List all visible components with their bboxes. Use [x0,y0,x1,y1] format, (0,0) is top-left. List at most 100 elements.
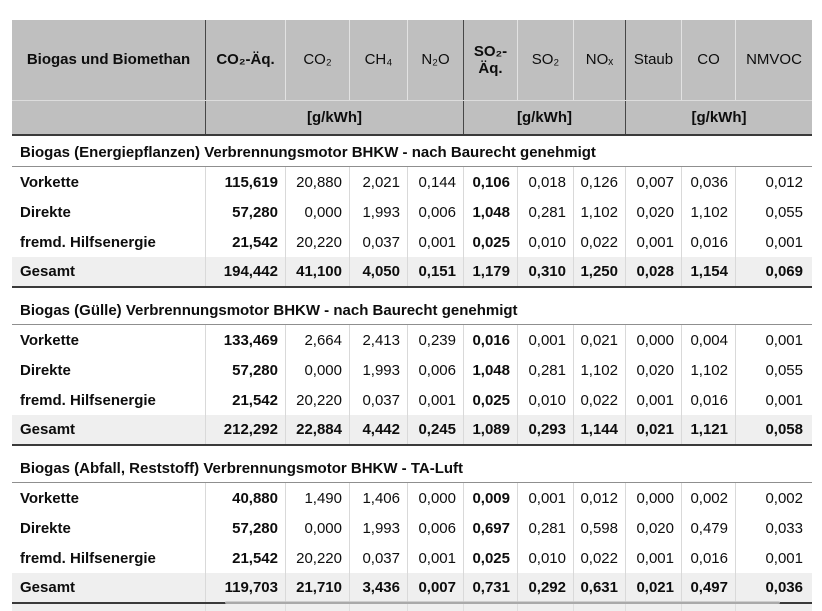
row-label-cell: Gesamt [12,257,206,286]
table-row-fremd-hilfsenergie: fremd. Hilfsenergie 21,542 20,220 0,037 0,00… [12,227,812,257]
value-cell-nox: 0,022 [574,227,626,257]
value-cell-so2-aq: 0,009 [464,483,518,513]
column-header-co2-aq: CO₂-Äq. [206,20,286,100]
column-header-ch4: CH₄ [350,20,408,100]
cutoff-cell [206,604,286,611]
cutoff-cell [12,604,206,611]
value-cell-n2o: 0,006 [408,513,464,543]
value-cell-co: 0,004 [682,325,736,355]
table-row-fremd-hilfsenergie: fremd. Hilfsenergie 21,542 20,220 0,037 0,00… [12,543,812,573]
value-cell-staub: 0,001 [626,543,682,573]
value-cell-staub: 0,000 [626,483,682,513]
row-label-cell: fremd. Hilfsenergie [12,385,206,415]
value-cell-co: 1,102 [682,355,736,385]
section-biogas-energiepflanzen: Biogas (Energiepflanzen) Verbrennungsmot… [12,136,812,288]
value-cell-co2-aq: 21,542 [206,385,286,415]
section-title: Biogas (Gülle) Verbrennungsmotor BHKW - … [12,294,812,325]
value-cell-co2-aq: 57,280 [206,197,286,227]
value-cell-co: 1,121 [682,415,736,444]
value-cell-nmvoc: 0,012 [765,173,803,191]
value-cell-n2o: 0,144 [408,167,464,197]
cutoff-cell [518,604,574,611]
value-cell-co: 0,016 [682,385,736,415]
value-cell-nox: 0,021 [574,325,626,355]
column-header-n2o: N₂O [408,20,464,100]
value-cell-n2o: 0,006 [408,197,464,227]
section-title: Biogas (Abfall, Reststoff) Verbrennungsm… [12,452,812,483]
column-header-so2: SO₂ [518,20,574,100]
table-row-fremd-hilfsenergie: fremd. Hilfsenergie 21,542 20,220 0,037 0,00… [12,385,812,415]
value-cell-co2: 0,000 [286,513,350,543]
value-cell-co2-aq: 21,542 [206,227,286,257]
cutoff-cell [286,604,350,611]
cutoff-cell [574,604,626,611]
column-header-co2: CO₂ [286,20,350,100]
emissions-table: Biogas und Biomethan CO₂-Äq. CO₂ CH₄ N₂O SO₂… [12,20,812,611]
value-cell-co2: 20,220 [286,385,350,415]
value-cell-n2o: 0,245 [408,415,464,444]
value-cell-so2: 0,292 [518,573,574,602]
value-cell-nox: 0,598 [574,513,626,543]
table-row-gesamt: Gesamt 212,292 22,884 4,442 0,245 1,089 0,293 1… [12,415,812,446]
value-cell-so2: 0,281 [518,513,574,543]
value-cell-co: 0,036 [682,167,736,197]
value-cell-ch4: 4,442 [350,415,408,444]
value-cell-so2: 0,001 [518,483,574,513]
column-header-co: CO [682,20,736,100]
value-cell-nox: 0,022 [574,543,626,573]
value-cell-ch4: 1,993 [350,355,408,385]
units-cell-staub-group: [g/kWh] [691,109,747,126]
value-cell-co: 0,479 [682,513,736,543]
value-cell-nmvoc: 0,001 [765,391,803,409]
table-row-direkte: Direkte 57,280 0,000 1,993 0,006 0,697 0,281 0,… [12,513,812,543]
section-title: Biogas (Energiepflanzen) Verbrennungsmot… [12,136,812,167]
value-cell-nox: 1,102 [574,197,626,227]
value-cell-nmvoc: 0,001 [765,331,803,349]
row-label-cell: Vorkette [12,167,206,197]
page-cutoff-line [225,601,780,604]
value-cell-co2: 41,100 [286,257,350,286]
value-cell-ch4: 3,436 [350,573,408,602]
value-cell-ch4: 0,037 [350,227,408,257]
units-cell-so2-group: [g/kWh] [464,101,626,134]
value-cell-co2-aq: 57,280 [206,513,286,543]
value-cell-co: 0,002 [682,483,736,513]
value-cell-nox: 1,144 [574,415,626,444]
table-row-direkte: Direkte 57,280 0,000 1,993 0,006 1,048 0,281 1,… [12,355,812,385]
row-label-cell: Direkte [12,513,206,543]
value-cell-staub: 0,021 [626,415,682,444]
value-cell-so2: 0,018 [518,167,574,197]
value-cell-n2o: 0,239 [408,325,464,355]
value-cell-staub: 0,001 [626,227,682,257]
row-label-cell: fremd. Hilfsenergie [12,227,206,257]
value-cell-co2-aq: 57,280 [206,355,286,385]
row-label-cell: Direkte [12,197,206,227]
value-cell-so2-aq: 0,025 [464,385,518,415]
value-cell-so2-aq: 0,025 [464,543,518,573]
value-cell-so2-aq: 0,106 [464,167,518,197]
value-cell-co2-aq: 21,542 [206,543,286,573]
value-cell-staub: 0,020 [626,355,682,385]
value-cell-nox: 1,102 [574,355,626,385]
value-cell-so2-aq: 1,048 [464,197,518,227]
value-cell-so2: 0,010 [518,227,574,257]
table-row-vorkette: Vorkette 115,619 20,880 2,021 0,144 0,106 0,01… [12,167,812,197]
row-label-cell: Vorkette [12,483,206,513]
value-cell-ch4: 0,037 [350,385,408,415]
value-cell-so2-aq: 0,731 [464,573,518,602]
value-cell-so2: 0,001 [518,325,574,355]
value-cell-so2-aq: 0,016 [464,325,518,355]
value-cell-staub: 0,020 [626,197,682,227]
row-label-cell: Vorkette [12,325,206,355]
value-cell-co2: 20,220 [286,543,350,573]
corner-header-biogas-und-biomethan: Biogas und Biomethan [12,20,206,100]
value-cell-ch4: 0,037 [350,543,408,573]
value-cell-co2: 0,000 [286,355,350,385]
value-cell-co2: 22,884 [286,415,350,444]
value-cell-ch4: 1,993 [350,197,408,227]
value-cell-co2-aq: 133,469 [206,325,286,355]
value-cell-co2: 0,000 [286,197,350,227]
value-cell-staub: 0,000 [626,325,682,355]
value-cell-nmvoc: 0,002 [765,489,803,507]
value-cell-co2: 20,880 [286,167,350,197]
